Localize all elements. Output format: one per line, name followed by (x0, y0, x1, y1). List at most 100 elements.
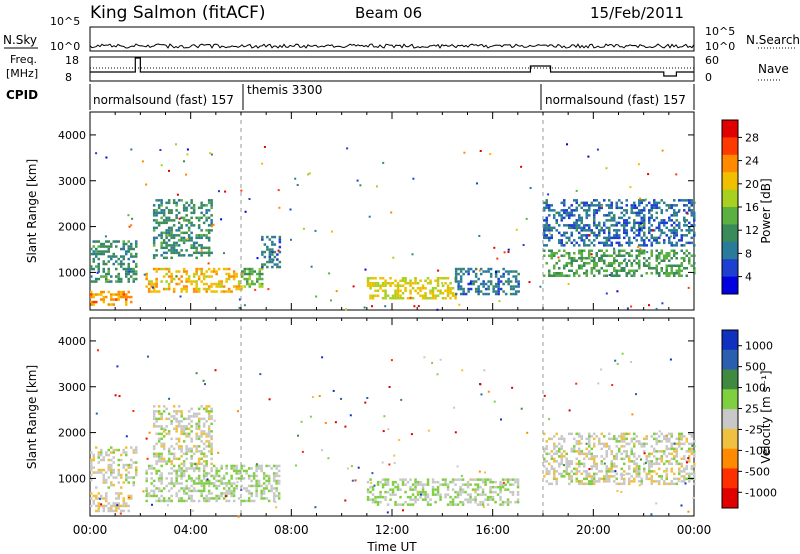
velocity-echo-cell (650, 480, 653, 483)
power-echo-cell (152, 285, 156, 288)
power-echo-cell (650, 241, 653, 245)
velocity-echo-cell (680, 470, 683, 473)
power-echo-cell (187, 236, 191, 240)
power-echo-cell (426, 277, 430, 280)
power-echo-cell (613, 214, 616, 217)
power-echo-cell (177, 211, 181, 215)
velocity-echo-cell (225, 484, 228, 488)
velocity-echo-cell (456, 495, 460, 499)
power-echo-cell (670, 214, 673, 217)
velocity-echo-cell (272, 477, 276, 480)
power-echo-cell (590, 241, 593, 245)
velocity-echo-cell (489, 485, 492, 489)
power-echo-cell (555, 221, 558, 225)
power-echo-cell (573, 257, 576, 260)
velocity-scatter-point (314, 506, 317, 509)
power-echo-cell (590, 201, 593, 205)
velocity-echo-cell (563, 470, 566, 473)
power-echo-cell (675, 231, 678, 235)
power-echo-cell (635, 239, 638, 242)
power-echo-cell (570, 257, 573, 260)
velocity-echo-cell (160, 437, 163, 441)
velocity-echo-cell (650, 452, 653, 456)
velocity-echo-cell (570, 462, 573, 466)
velocity-echo-cell (605, 442, 608, 446)
velocity-scatter-point (419, 493, 422, 496)
velocity-echo-cell (635, 475, 638, 478)
power-echo-cell (690, 209, 693, 212)
velocity-echo-cell (185, 479, 188, 483)
velocity-echo-cell (172, 482, 176, 485)
velocity-echo-cell (481, 500, 485, 504)
power-scatter-point (371, 305, 373, 308)
velocity-echo-cell (247, 477, 251, 480)
velocity-echo-cell (459, 485, 462, 489)
power-echo-cell (580, 216, 583, 220)
velocity-echo-cell (663, 450, 666, 453)
power-echo-cell (175, 214, 178, 217)
power-echo-cell (185, 224, 188, 227)
velocity-echo-cell (613, 465, 616, 468)
power-echo-cell (545, 221, 548, 225)
velocity-echo-cell (132, 451, 135, 454)
power-scatter-point (639, 197, 642, 200)
velocity-echo-cell (92, 502, 95, 505)
velocity-echo-cell (511, 490, 515, 494)
power-echo-cell (258, 272, 261, 276)
velocity-echo-cell (660, 440, 663, 443)
power-echo-cell (434, 294, 437, 297)
power-echo-cell (271, 265, 274, 269)
power-echo-cell (580, 252, 583, 255)
velocity-echo-cell (97, 456, 100, 459)
power-echo-cell (563, 254, 566, 257)
velocity-echo-cell (590, 447, 593, 451)
power-echo-cell (635, 249, 638, 252)
velocity-echo-cell (451, 498, 455, 501)
power-echo-cell (512, 270, 515, 273)
power-echo-cell (167, 219, 171, 222)
power-echo-cell (120, 293, 123, 296)
velocity-echo-cell (215, 497, 218, 500)
power-echo-cell (573, 226, 576, 230)
velocity-echo-cell (130, 446, 133, 449)
power-echo-cell (650, 234, 653, 237)
velocity-echo-cell (466, 483, 470, 486)
velocity-echo-cell (275, 479, 278, 483)
power-echo-cell (633, 236, 636, 240)
power-colorbar-tick-label: 8 (745, 247, 752, 260)
velocity-echo-cell (172, 464, 176, 468)
power-echo-cell (467, 267, 470, 271)
velocity-echo-cell (195, 415, 198, 418)
power-scatter-point (600, 205, 603, 208)
velocity-echo-cell (120, 504, 123, 508)
power-echo-cell (220, 285, 223, 288)
power-scatter-point (548, 232, 551, 235)
x-tick-label: 00:00 (73, 523, 108, 537)
power-echo-cell (371, 277, 375, 280)
power-echo-cell (170, 234, 173, 237)
power-echo-cell (487, 280, 490, 283)
power-echo-cell (175, 201, 178, 205)
velocity-echo-cell (115, 476, 118, 479)
velocity-echo-cell (250, 467, 253, 470)
power-echo-cell (560, 274, 563, 277)
velocity-echo-cell (235, 477, 238, 480)
power-echo-cell (514, 290, 518, 293)
velocity-echo-cell (426, 483, 430, 486)
velocity-scatter-point (680, 504, 683, 507)
power-echo-cell (673, 209, 676, 212)
power-echo-cell (595, 209, 598, 212)
velocity-echo-cell (182, 492, 186, 495)
power-echo-cell (543, 234, 546, 237)
power-echo-cell (482, 280, 485, 283)
power-echo-cell (633, 219, 636, 222)
velocity-echo-cell (376, 480, 380, 484)
power-echo-cell (122, 295, 125, 299)
power-echo-cell (160, 234, 163, 237)
velocity-echo-cell (230, 482, 233, 485)
power-echo-cell (635, 257, 638, 260)
power-echo-cell (620, 206, 623, 210)
velocity-echo-cell (185, 417, 188, 421)
power-echo-cell (623, 226, 626, 230)
power-echo-cell (271, 240, 274, 244)
